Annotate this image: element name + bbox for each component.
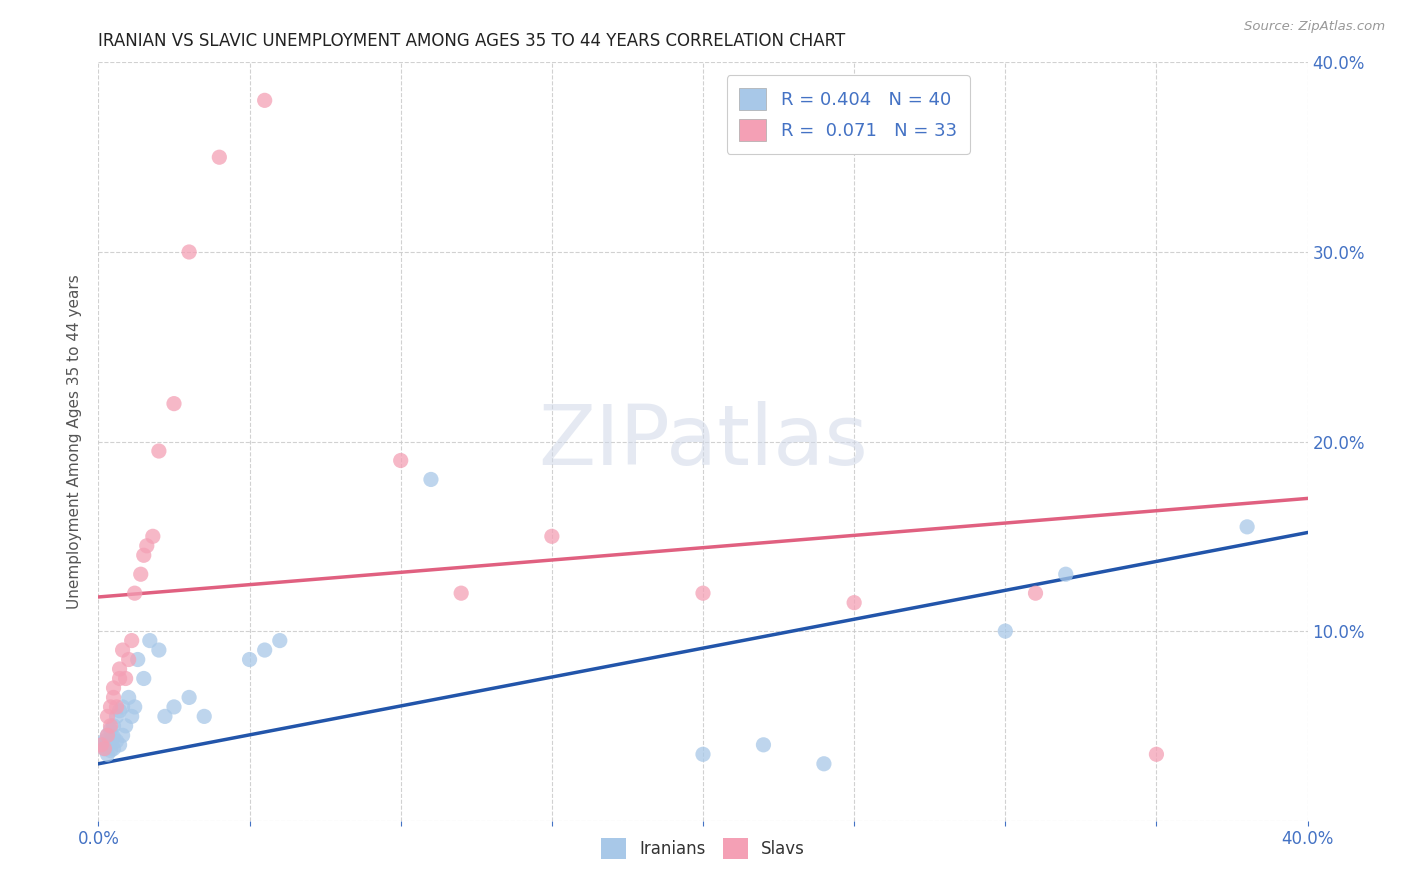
Point bbox=[1054, 567, 1077, 582]
Point bbox=[93, 741, 115, 756]
Point bbox=[994, 624, 1017, 639]
Point bbox=[124, 586, 146, 600]
Point bbox=[269, 633, 291, 648]
Point bbox=[111, 643, 134, 657]
Point bbox=[100, 699, 122, 714]
Point bbox=[90, 738, 112, 752]
Point bbox=[103, 690, 125, 705]
Point bbox=[148, 444, 170, 458]
Point bbox=[129, 567, 152, 582]
Legend: Iranians, Slavs: Iranians, Slavs bbox=[595, 831, 811, 865]
Text: Source: ZipAtlas.com: Source: ZipAtlas.com bbox=[1244, 20, 1385, 33]
Point bbox=[100, 734, 122, 748]
Point bbox=[752, 738, 775, 752]
Point bbox=[132, 672, 155, 686]
Point bbox=[118, 690, 141, 705]
Point bbox=[239, 652, 262, 666]
Point bbox=[103, 719, 125, 733]
Point bbox=[96, 728, 118, 742]
Point bbox=[114, 719, 136, 733]
Point bbox=[93, 741, 115, 756]
Point bbox=[108, 662, 131, 676]
Point bbox=[96, 738, 118, 752]
Point bbox=[118, 652, 141, 666]
Point bbox=[389, 453, 412, 467]
Point bbox=[179, 690, 201, 705]
Y-axis label: Unemployment Among Ages 35 to 44 years: Unemployment Among Ages 35 to 44 years bbox=[67, 274, 83, 609]
Point bbox=[132, 548, 155, 563]
Point bbox=[135, 539, 157, 553]
Point bbox=[108, 738, 131, 752]
Point bbox=[103, 741, 125, 756]
Point bbox=[813, 756, 835, 771]
Point bbox=[163, 396, 186, 410]
Point bbox=[100, 723, 122, 737]
Point bbox=[540, 529, 562, 543]
Point bbox=[193, 709, 215, 723]
Point bbox=[103, 730, 125, 744]
Point bbox=[93, 734, 115, 748]
Point bbox=[450, 586, 472, 600]
Point bbox=[100, 743, 122, 757]
Point bbox=[121, 633, 143, 648]
Point bbox=[253, 94, 276, 108]
Point bbox=[253, 643, 276, 657]
Point bbox=[1236, 520, 1258, 534]
Point bbox=[692, 747, 714, 762]
Point bbox=[844, 596, 866, 610]
Point bbox=[124, 699, 146, 714]
Point bbox=[1144, 747, 1167, 762]
Point bbox=[108, 704, 131, 718]
Point bbox=[100, 719, 122, 733]
Point bbox=[153, 709, 176, 723]
Point bbox=[111, 699, 134, 714]
Point bbox=[127, 652, 149, 666]
Point bbox=[179, 244, 201, 259]
Point bbox=[90, 738, 112, 752]
Point bbox=[96, 709, 118, 723]
Point bbox=[139, 633, 162, 648]
Point bbox=[105, 699, 128, 714]
Point bbox=[105, 734, 128, 748]
Point bbox=[105, 709, 128, 723]
Point bbox=[208, 150, 231, 164]
Point bbox=[148, 643, 170, 657]
Point bbox=[692, 586, 714, 600]
Point bbox=[121, 709, 143, 723]
Point bbox=[1024, 586, 1046, 600]
Text: ZIPatlas: ZIPatlas bbox=[538, 401, 868, 482]
Point bbox=[420, 473, 443, 487]
Point bbox=[108, 672, 131, 686]
Point bbox=[111, 728, 134, 742]
Point bbox=[96, 747, 118, 762]
Point bbox=[163, 699, 186, 714]
Point bbox=[103, 681, 125, 695]
Text: IRANIAN VS SLAVIC UNEMPLOYMENT AMONG AGES 35 TO 44 YEARS CORRELATION CHART: IRANIAN VS SLAVIC UNEMPLOYMENT AMONG AGE… bbox=[98, 32, 845, 50]
Point bbox=[96, 728, 118, 742]
Point bbox=[114, 672, 136, 686]
Point bbox=[142, 529, 165, 543]
